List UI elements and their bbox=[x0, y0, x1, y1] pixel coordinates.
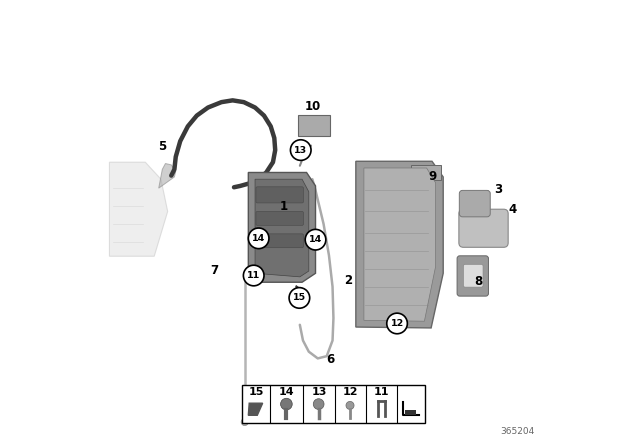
Text: 1: 1 bbox=[280, 200, 288, 214]
FancyBboxPatch shape bbox=[457, 256, 488, 296]
FancyBboxPatch shape bbox=[463, 264, 483, 287]
Polygon shape bbox=[248, 403, 262, 415]
Polygon shape bbox=[364, 168, 436, 321]
FancyBboxPatch shape bbox=[256, 211, 303, 225]
FancyBboxPatch shape bbox=[460, 190, 490, 217]
Circle shape bbox=[248, 228, 269, 249]
Text: 6: 6 bbox=[326, 353, 335, 366]
Text: 365204: 365204 bbox=[500, 427, 534, 436]
Circle shape bbox=[280, 398, 292, 410]
Text: 7: 7 bbox=[211, 264, 219, 277]
Text: 14: 14 bbox=[309, 235, 322, 244]
Circle shape bbox=[241, 418, 248, 426]
Text: 13: 13 bbox=[312, 387, 327, 396]
Polygon shape bbox=[248, 172, 316, 282]
Polygon shape bbox=[109, 162, 168, 256]
Circle shape bbox=[291, 140, 311, 160]
Text: 11: 11 bbox=[247, 271, 260, 280]
FancyBboxPatch shape bbox=[405, 410, 416, 415]
Circle shape bbox=[243, 265, 264, 286]
Text: 9: 9 bbox=[429, 169, 437, 183]
FancyBboxPatch shape bbox=[411, 165, 440, 180]
FancyBboxPatch shape bbox=[298, 115, 330, 136]
FancyBboxPatch shape bbox=[459, 209, 508, 247]
Circle shape bbox=[289, 288, 310, 308]
Circle shape bbox=[387, 313, 408, 334]
Polygon shape bbox=[255, 179, 308, 277]
Text: 12: 12 bbox=[342, 387, 358, 396]
Text: 4: 4 bbox=[509, 203, 516, 216]
Circle shape bbox=[314, 399, 324, 409]
Text: 14: 14 bbox=[252, 234, 265, 243]
Text: 2: 2 bbox=[344, 273, 352, 287]
Text: 10: 10 bbox=[305, 100, 321, 113]
FancyBboxPatch shape bbox=[256, 234, 303, 248]
Text: 13: 13 bbox=[294, 146, 307, 155]
Text: 15: 15 bbox=[249, 387, 264, 396]
Circle shape bbox=[346, 401, 354, 409]
Polygon shape bbox=[356, 161, 443, 328]
Text: 14: 14 bbox=[278, 387, 294, 396]
Circle shape bbox=[305, 229, 326, 250]
Text: 3: 3 bbox=[494, 182, 502, 196]
Text: 11: 11 bbox=[374, 387, 389, 396]
Text: 12: 12 bbox=[390, 319, 404, 328]
Text: 5: 5 bbox=[158, 140, 166, 154]
FancyBboxPatch shape bbox=[256, 187, 303, 203]
FancyBboxPatch shape bbox=[242, 385, 425, 423]
Text: 15: 15 bbox=[293, 293, 306, 302]
Text: 8: 8 bbox=[474, 275, 483, 288]
Polygon shape bbox=[159, 164, 176, 188]
